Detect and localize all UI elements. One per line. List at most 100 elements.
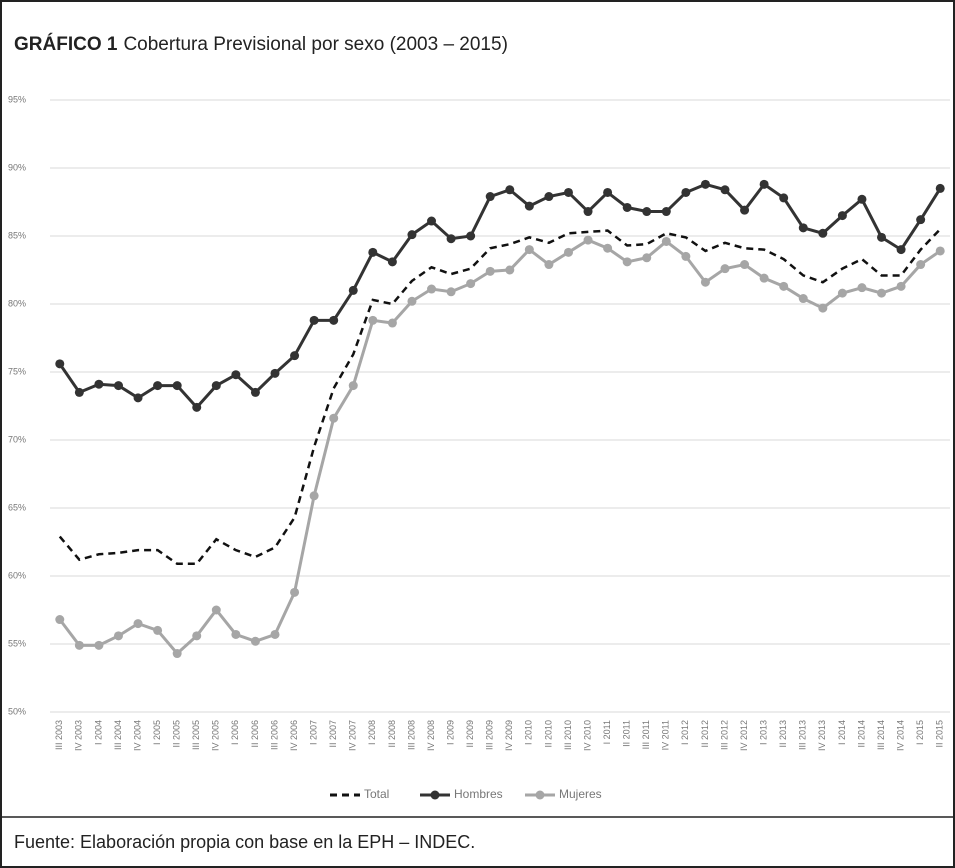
y-tick-label: 70%: [8, 434, 26, 444]
data-point: [211, 381, 221, 391]
data-point: [153, 381, 163, 391]
x-tick-label: III 2008: [406, 720, 416, 750]
data-point: [94, 379, 104, 389]
legend-label: Hombres: [454, 787, 503, 801]
x-tick-label: II 2007: [328, 720, 338, 748]
data-point: [74, 387, 84, 397]
data-point: [270, 629, 280, 639]
x-tick-label: III 2005: [191, 720, 201, 750]
y-tick-label: 95%: [8, 94, 26, 104]
data-point: [935, 246, 945, 256]
data-point: [583, 235, 593, 245]
data-point: [172, 649, 182, 659]
x-tick-label: IV 2012: [739, 720, 749, 751]
source-note: Fuente: Elaboración propia con base en l…: [14, 832, 475, 852]
y-tick-label: 90%: [8, 162, 26, 172]
x-tick-label: IV 2008: [426, 720, 436, 751]
data-point: [250, 636, 260, 646]
x-tick-label: II 2014: [856, 720, 866, 748]
data-point: [485, 266, 495, 276]
x-tick-label: III 2004: [113, 720, 123, 750]
data-point: [427, 284, 437, 294]
title-text: Cobertura Previsional por sexo (2003 – 2…: [123, 34, 507, 55]
data-point: [524, 201, 534, 211]
data-point: [661, 207, 671, 217]
data-point: [113, 381, 123, 391]
x-tick-label: I 2004: [93, 720, 103, 745]
data-point: [270, 368, 280, 378]
data-point: [485, 192, 495, 202]
x-tick-label: II 2008: [387, 720, 397, 748]
data-point: [681, 251, 691, 261]
data-point: [524, 245, 534, 255]
data-point: [896, 281, 906, 291]
data-point: [563, 247, 573, 257]
data-point: [740, 205, 750, 215]
x-tick-label: III 2011: [641, 720, 651, 749]
data-point: [329, 315, 339, 325]
data-point: [603, 243, 613, 253]
legend-marker: [430, 790, 440, 800]
data-point: [720, 264, 730, 274]
x-tick-label: I 2006: [230, 720, 240, 745]
data-point: [622, 257, 632, 267]
series-line: [58, 228, 942, 566]
x-tick-label: IV 2014: [895, 720, 905, 751]
data-point: [407, 296, 417, 306]
data-point: [74, 640, 84, 650]
x-tick-label: I 2014: [837, 720, 847, 745]
data-point: [211, 605, 221, 615]
x-tick-label: II 2010: [543, 720, 553, 748]
data-point: [231, 370, 241, 380]
data-point: [857, 283, 867, 293]
data-point: [877, 288, 887, 298]
data-point: [329, 413, 339, 423]
data-point: [877, 232, 887, 242]
y-tick-label: 50%: [8, 706, 26, 716]
data-point: [544, 260, 554, 270]
data-point: [740, 260, 750, 270]
data-point: [133, 393, 143, 403]
x-tick-label: III 2013: [798, 720, 808, 750]
y-tick-label: 60%: [8, 570, 26, 580]
data-point: [387, 318, 397, 328]
data-point: [642, 207, 652, 217]
data-point: [446, 234, 456, 244]
legend-label: Mujeres: [559, 787, 602, 801]
x-tick-label: III 2014: [876, 720, 886, 750]
y-tick-label: 75%: [8, 366, 26, 376]
x-tick-label: II 2015: [935, 720, 945, 748]
data-point: [427, 216, 437, 226]
series-line: [58, 238, 942, 656]
x-tick-label: I 2005: [152, 720, 162, 745]
x-tick-label: IV 2009: [504, 720, 514, 751]
x-tick-label: IV 2006: [289, 720, 299, 751]
data-point: [661, 236, 671, 246]
y-tick-label: 55%: [8, 638, 26, 648]
x-tick-label: IV 2010: [582, 720, 592, 751]
data-point: [700, 179, 710, 189]
data-point: [348, 381, 358, 391]
series-line: [58, 182, 942, 410]
data-point: [309, 315, 319, 325]
legend-marker: [535, 790, 545, 800]
data-point: [857, 194, 867, 204]
x-tick-label: IV 2004: [132, 720, 142, 751]
data-point: [916, 260, 926, 270]
x-tick-label: II 2012: [700, 720, 710, 748]
x-tick-label: I 2010: [524, 720, 534, 745]
x-tick-label: I 2013: [759, 720, 769, 745]
y-tick-label: 80%: [8, 298, 26, 308]
x-tick-label: II 2006: [250, 720, 260, 748]
data-point: [231, 629, 241, 639]
data-point: [544, 192, 554, 202]
x-tick-label: I 2008: [367, 720, 377, 745]
x-tick-label: III 2010: [563, 720, 573, 750]
legend-label: Total: [364, 787, 389, 801]
x-tick-label: I 2009: [445, 720, 455, 745]
data-point: [798, 223, 808, 233]
data-point: [642, 253, 652, 263]
x-tick-label: II 2005: [172, 720, 182, 748]
